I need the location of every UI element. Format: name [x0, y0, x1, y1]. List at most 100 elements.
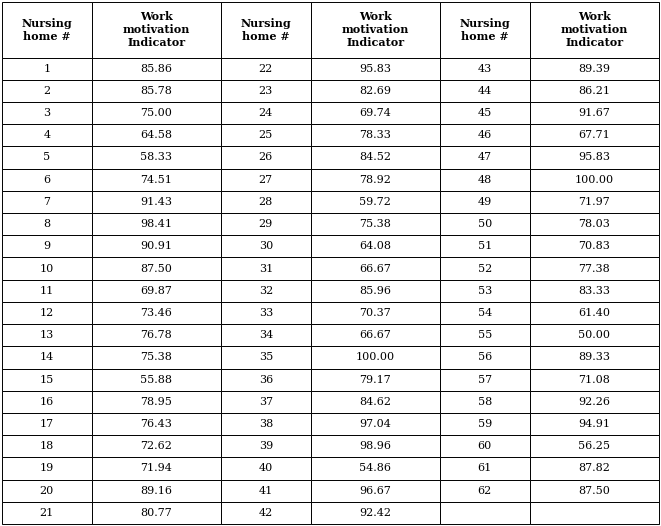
Text: 36: 36 — [258, 375, 273, 385]
Bar — [92, 57, 221, 80]
Bar — [92, 369, 221, 391]
Text: 41: 41 — [258, 485, 273, 495]
Bar — [440, 146, 529, 169]
Text: 82.69: 82.69 — [360, 86, 391, 96]
Bar — [311, 302, 440, 324]
Text: 59.72: 59.72 — [360, 197, 391, 207]
Bar — [440, 302, 529, 324]
Bar — [529, 124, 659, 146]
Bar — [440, 57, 529, 80]
Bar — [311, 2, 440, 57]
Bar — [2, 435, 92, 458]
Text: Work
motivation
Indicator: Work motivation Indicator — [122, 12, 190, 48]
Text: 86.21: 86.21 — [578, 86, 610, 96]
Bar — [221, 391, 311, 413]
Text: 69.87: 69.87 — [140, 286, 173, 296]
Bar — [440, 191, 529, 213]
Text: Work
motivation
Indicator: Work motivation Indicator — [342, 12, 409, 48]
Bar — [221, 369, 311, 391]
Text: 49: 49 — [478, 197, 492, 207]
Text: 4: 4 — [43, 130, 50, 140]
Bar — [92, 346, 221, 369]
Bar — [221, 302, 311, 324]
Text: 46: 46 — [478, 130, 492, 140]
Text: 43: 43 — [478, 64, 492, 74]
Text: 89.16: 89.16 — [140, 485, 173, 495]
Bar — [2, 502, 92, 524]
Text: 5: 5 — [43, 153, 50, 163]
Text: 34: 34 — [258, 330, 273, 340]
Text: 74.51: 74.51 — [140, 175, 173, 185]
Bar — [529, 458, 659, 480]
Text: 28: 28 — [258, 197, 273, 207]
Bar — [221, 169, 311, 191]
Bar — [2, 57, 92, 80]
Bar — [92, 435, 221, 458]
Text: 17: 17 — [40, 419, 54, 429]
Text: Nursing
home #: Nursing home # — [459, 18, 510, 42]
Text: 44: 44 — [478, 86, 492, 96]
Bar — [221, 435, 311, 458]
Text: 85.96: 85.96 — [360, 286, 391, 296]
Text: 1: 1 — [43, 64, 50, 74]
Text: 33: 33 — [258, 308, 273, 318]
Text: 80.77: 80.77 — [140, 508, 172, 518]
Bar — [221, 413, 311, 435]
Text: 54: 54 — [478, 308, 492, 318]
Bar — [529, 80, 659, 102]
Bar — [440, 413, 529, 435]
Text: 69.74: 69.74 — [360, 108, 391, 118]
Bar — [221, 480, 311, 502]
Text: 9: 9 — [43, 241, 50, 251]
Bar — [2, 146, 92, 169]
Bar — [221, 280, 311, 302]
Bar — [221, 102, 311, 124]
Bar — [92, 413, 221, 435]
Bar — [529, 57, 659, 80]
Bar — [311, 480, 440, 502]
Text: 56: 56 — [478, 352, 492, 362]
Bar — [311, 458, 440, 480]
Text: 38: 38 — [258, 419, 273, 429]
Bar — [440, 169, 529, 191]
Text: 87.50: 87.50 — [140, 264, 173, 274]
Text: 61.40: 61.40 — [578, 308, 610, 318]
Text: Nursing
home #: Nursing home # — [21, 18, 72, 42]
Text: 71.97: 71.97 — [578, 197, 610, 207]
Text: 95.83: 95.83 — [578, 153, 610, 163]
Bar — [92, 102, 221, 124]
Text: 71.94: 71.94 — [140, 463, 173, 473]
Text: 98.41: 98.41 — [140, 219, 173, 229]
Text: 84.52: 84.52 — [360, 153, 391, 163]
Bar — [529, 346, 659, 369]
Text: 98.96: 98.96 — [360, 441, 391, 451]
Text: 94.91: 94.91 — [578, 419, 610, 429]
Text: 19: 19 — [40, 463, 54, 473]
Bar — [92, 2, 221, 57]
Text: 45: 45 — [478, 108, 492, 118]
Bar — [529, 146, 659, 169]
Bar — [529, 235, 659, 257]
Bar — [529, 102, 659, 124]
Bar — [440, 124, 529, 146]
Text: 35: 35 — [258, 352, 273, 362]
Text: 62: 62 — [478, 485, 492, 495]
Text: 87.82: 87.82 — [578, 463, 610, 473]
Text: 76.78: 76.78 — [140, 330, 172, 340]
Bar — [311, 191, 440, 213]
Bar — [221, 257, 311, 280]
Text: 78.95: 78.95 — [140, 397, 173, 407]
Bar — [440, 369, 529, 391]
Text: 78.33: 78.33 — [360, 130, 391, 140]
Bar — [311, 369, 440, 391]
Text: 100.00: 100.00 — [574, 175, 614, 185]
Bar — [2, 391, 92, 413]
Text: 23: 23 — [258, 86, 273, 96]
Text: 57: 57 — [478, 375, 492, 385]
Text: 31: 31 — [258, 264, 273, 274]
Bar — [529, 391, 659, 413]
Text: 50.00: 50.00 — [578, 330, 610, 340]
Bar — [529, 369, 659, 391]
Bar — [221, 235, 311, 257]
Text: 64.58: 64.58 — [140, 130, 173, 140]
